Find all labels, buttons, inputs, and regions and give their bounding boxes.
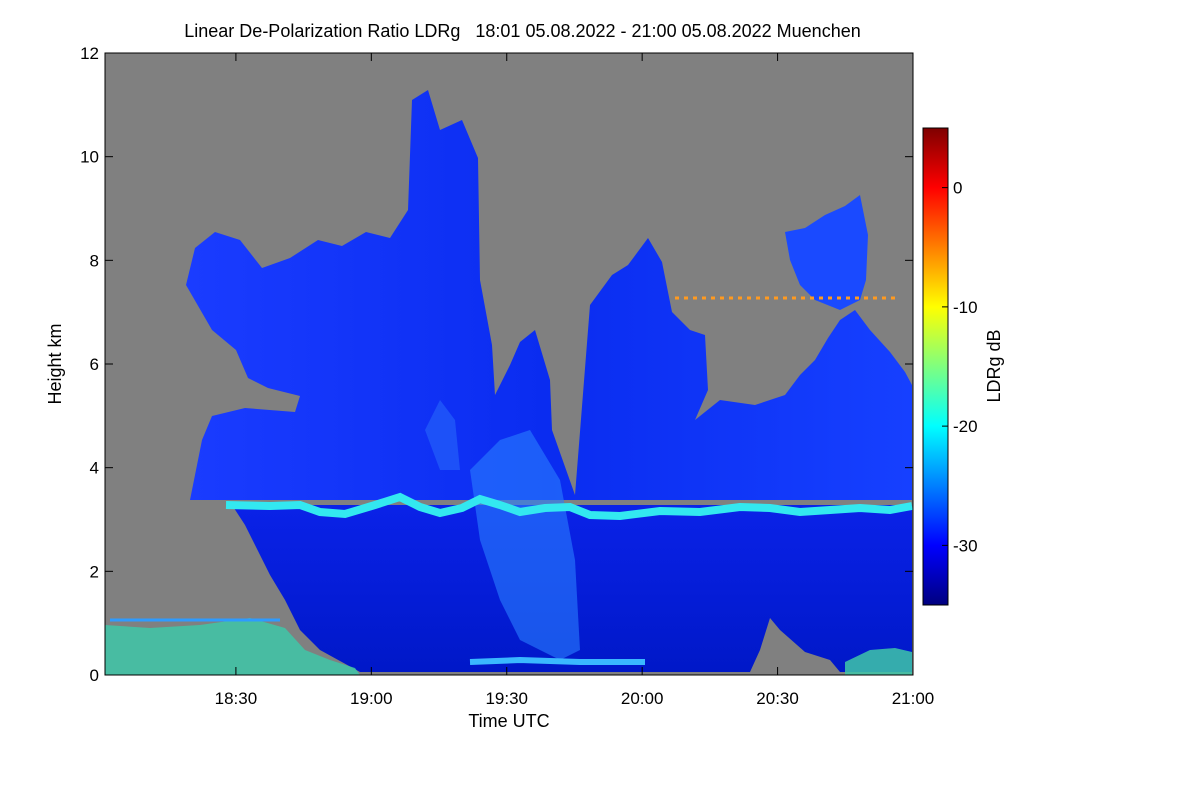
x-tick-label: 19:00 xyxy=(350,689,393,708)
y-tick-label: 6 xyxy=(90,355,99,374)
chart-title: Linear De-Polarization Ratio LDRg 18:01 … xyxy=(184,21,861,41)
colorbar-title: LDRg dB xyxy=(984,329,1004,402)
y-tick-label: 4 xyxy=(90,459,99,478)
y-axis-title: Height km xyxy=(45,323,65,404)
cloud-base-streak xyxy=(469,656,645,665)
colorbar xyxy=(922,127,949,606)
x-axis-title: Time UTC xyxy=(468,711,549,731)
surface-noise-right xyxy=(845,648,912,675)
x-tick-label: 20:00 xyxy=(621,689,664,708)
colorbar-axis: 0 -10 -20 -30 xyxy=(942,179,978,555)
right-high-cloud xyxy=(785,195,868,310)
y-tick-label: 2 xyxy=(90,562,99,581)
colorbar-tick-label: -20 xyxy=(953,417,978,436)
y-axis: 0 2 4 6 8 10 12 xyxy=(80,44,913,685)
colorbar-tick-label: -10 xyxy=(953,298,978,317)
y-tick-label: 8 xyxy=(90,251,99,270)
x-tick-label: 19:30 xyxy=(485,689,528,708)
y-tick-label: 0 xyxy=(90,666,99,685)
precipitation-streak xyxy=(470,430,580,660)
melting-layer xyxy=(225,492,913,521)
x-axis: 18:30 19:00 19:30 20:00 20:30 21:00 xyxy=(215,53,935,708)
upper-cloud-region xyxy=(186,90,912,500)
x-tick-label: 18:30 xyxy=(215,689,258,708)
x-tick-label: 20:30 xyxy=(756,689,799,708)
ice-streak xyxy=(425,400,460,470)
y-tick-label: 12 xyxy=(80,44,99,63)
ldr-heatmap xyxy=(105,90,913,675)
surface-noise-left xyxy=(105,618,360,675)
y-tick-label: 10 xyxy=(80,148,99,167)
x-tick-label: 21:00 xyxy=(892,689,935,708)
colorbar-tick-label: -30 xyxy=(953,536,978,555)
colorbar-tick-label: 0 xyxy=(953,179,962,198)
